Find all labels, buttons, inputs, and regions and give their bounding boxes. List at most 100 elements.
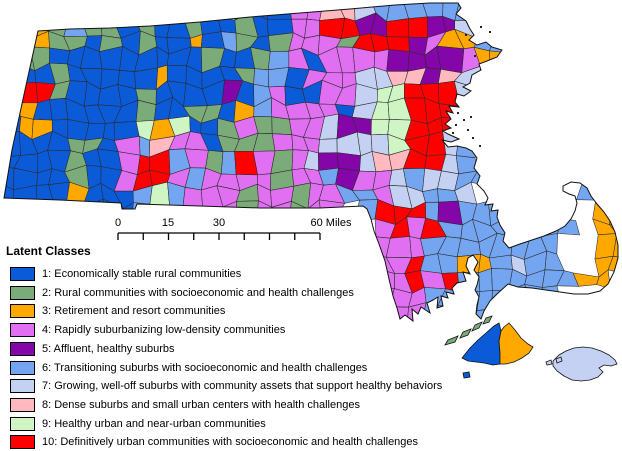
legend-label: 8: Dense suburbs and small urban centers… — [42, 398, 360, 411]
coastal-islet-mark — [470, 116, 472, 118]
town-cell — [318, 199, 346, 218]
legend-swatch — [10, 397, 35, 412]
town-cell — [318, 138, 338, 154]
town-cell — [541, 285, 563, 309]
town-cell — [53, 203, 72, 225]
town-cell — [134, 67, 159, 90]
legend-swatch — [10, 379, 35, 394]
coastal-islet-mark — [463, 119, 465, 121]
town-cell — [4, 130, 21, 159]
town-cell — [182, 186, 203, 209]
town-cell — [267, 50, 290, 71]
town-cell — [166, 64, 187, 84]
legend-swatch — [10, 360, 35, 375]
town-cell — [491, 290, 510, 310]
town-cell — [386, 36, 410, 52]
town-cell — [489, 50, 515, 73]
tuckernuck-island — [555, 356, 563, 364]
legend-title: Latent Classes — [6, 244, 91, 258]
town-cell — [436, 45, 465, 74]
town-cell — [49, 98, 69, 121]
choropleth-mosaic — [4, 3, 618, 321]
legend-label: 10: Definitively urban communities with … — [42, 436, 419, 449]
legend-swatch — [10, 435, 35, 450]
town-cell — [266, 3, 292, 20]
legend-label: 4: Rapidly suburbanizing low-density com… — [42, 324, 286, 337]
nantucket — [552, 346, 618, 382]
town-cell — [65, 207, 91, 222]
town-cell — [271, 133, 294, 152]
legend-swatch — [10, 304, 35, 319]
legend-label: 9: Healthy urban and near-urban communit… — [42, 417, 266, 430]
town-cell — [385, 236, 412, 259]
town-cell — [557, 218, 580, 236]
town-cell — [49, 47, 71, 65]
town-cell — [530, 215, 543, 237]
legend-row: 7: Growing, well-off suburbs with commun… — [10, 379, 443, 394]
town-cell — [425, 131, 447, 157]
town-cell — [318, 152, 339, 171]
coastal-islet-mark — [452, 132, 454, 134]
scale-label: 30 — [213, 217, 225, 229]
town-cell — [487, 187, 514, 205]
scale-bar: 0 15 30 60 Miles — [115, 217, 352, 240]
town-cell — [609, 185, 618, 208]
town-cell — [304, 18, 320, 39]
town-cell — [544, 250, 565, 271]
town-cell — [12, 185, 38, 210]
town-cell — [607, 255, 618, 276]
town-cell — [437, 303, 461, 321]
legend-label: 7: Growing, well-off suburbs with commun… — [42, 380, 443, 393]
legend-row: 10: Definitively urban communities with … — [10, 435, 419, 450]
legend-swatch — [10, 267, 35, 281]
town-cell — [455, 155, 478, 175]
muskeget-island — [545, 359, 553, 366]
town-cell — [182, 206, 204, 217]
town-cell — [48, 181, 70, 209]
coastal-islet-mark — [457, 112, 459, 114]
town-cell — [508, 201, 532, 226]
legend-row: 9: Healthy urban and near-urban communit… — [10, 416, 266, 431]
town-cell — [63, 16, 88, 37]
town-cell — [16, 37, 34, 52]
scale-label: 15 — [162, 217, 174, 229]
state-outline — [3, 2, 619, 323]
town-cell — [4, 206, 20, 225]
legend-label: 6: Transitioning suburbs with socioecono… — [42, 361, 368, 374]
legend-row: 4: Rapidly suburbanizing low-density com… — [10, 323, 286, 338]
town-cell — [509, 216, 532, 238]
legend-row: 2: Rural communities with socioeconomic … — [10, 285, 354, 300]
coastal-islet-mark — [479, 145, 481, 147]
town-cell — [370, 119, 390, 136]
town-cell — [455, 130, 480, 159]
legend-row: 8: Dense suburbs and small urban centers… — [10, 397, 360, 412]
town-cell — [220, 151, 237, 175]
legend-row: 1: Economically stable rural communities — [10, 267, 241, 281]
scale-label: 60 Miles — [311, 217, 352, 229]
town-cell — [386, 3, 409, 22]
town-cell — [609, 204, 618, 226]
town-cell — [253, 68, 269, 88]
town-cell — [288, 3, 310, 20]
legend-swatch — [10, 416, 35, 431]
coastal-islet-mark — [455, 124, 457, 126]
town-cell — [235, 200, 259, 224]
legend-label: 1: Economically stable rural communities — [42, 268, 242, 280]
town-cell — [353, 199, 379, 225]
elizabeth-island-2 — [471, 321, 483, 332]
town-cell — [576, 183, 597, 201]
elizabeth-island-3 — [459, 328, 472, 339]
town-cell — [271, 116, 293, 135]
legend-label: 3: Retirement and resort communities — [42, 305, 226, 318]
coastal-islet-mark — [474, 55, 476, 57]
legend-swatch — [10, 341, 35, 356]
town-cell — [102, 122, 115, 141]
legend-swatch — [10, 323, 35, 338]
town-cell — [12, 205, 39, 224]
legend-label: 5: Affluent, healthy suburbs — [42, 342, 175, 355]
legend-row: 5: Affluent, healthy suburbs — [10, 341, 175, 356]
town-cell — [369, 288, 395, 308]
legend-swatch — [10, 285, 35, 300]
town-cell — [149, 181, 171, 208]
